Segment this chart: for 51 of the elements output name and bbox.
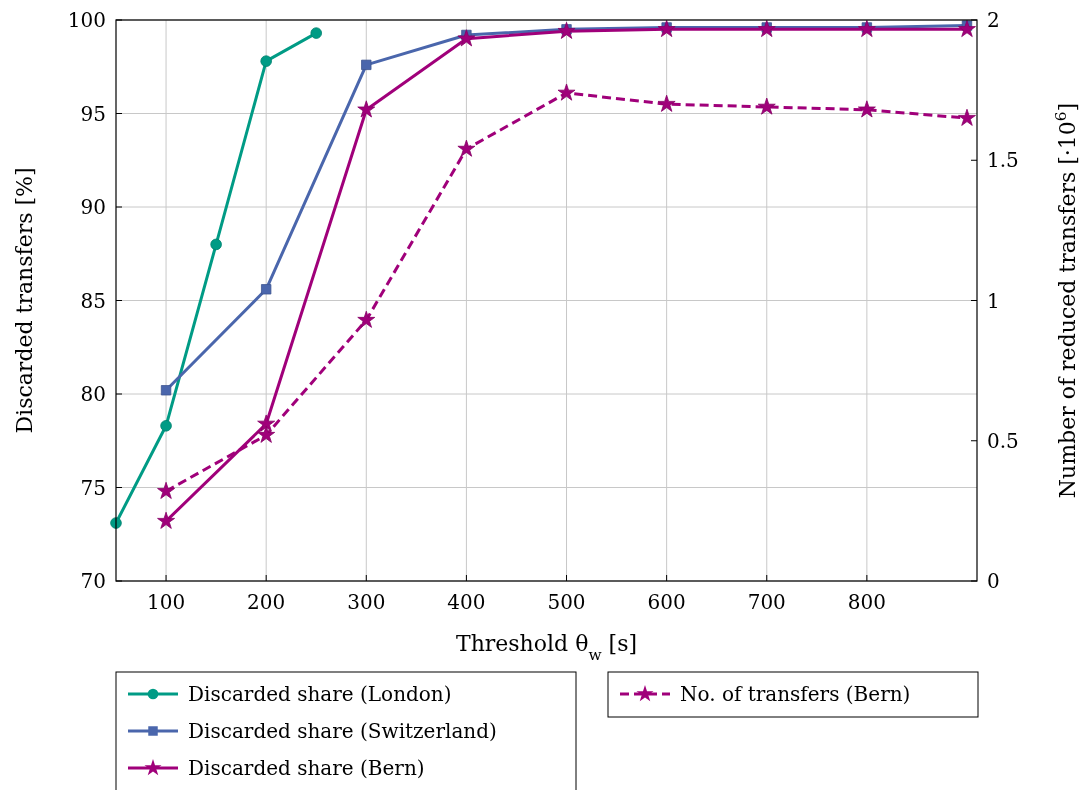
point: [557, 83, 576, 101]
point: [657, 20, 676, 37]
point: [457, 139, 476, 157]
point: [857, 100, 876, 118]
point: [958, 108, 976, 126]
y2-tick-label: 0.5: [987, 428, 1019, 453]
point: [210, 238, 222, 251]
x-tick-label: 500: [547, 590, 586, 614]
y-tick-label: 70: [80, 569, 106, 593]
legend-label: Discarded share (Switzerland): [188, 719, 497, 743]
x-axis-title: Threshold θ$_{w}$ [s]: [455, 631, 638, 664]
point: [357, 100, 376, 118]
x-tick-label: 300: [347, 590, 386, 614]
point: [361, 59, 372, 71]
point: [160, 385, 172, 396]
y2-tick-label: 2: [987, 8, 1000, 32]
y2-tick-label: 0: [987, 569, 1000, 593]
point: [958, 20, 976, 37]
x-tick-label: 600: [647, 590, 686, 614]
x-tick-label: 100: [146, 590, 186, 614]
y-tick-label: 80: [80, 382, 106, 406]
point: [157, 481, 175, 499]
y-tick-label: 75: [80, 475, 106, 500]
point: [757, 20, 776, 37]
point: [261, 284, 272, 295]
y2-tick-label: 1: [987, 288, 1000, 313]
legend-label: Discarded share (Bern): [188, 756, 425, 780]
x-tick-label: 800: [847, 590, 886, 614]
point: [557, 21, 576, 39]
legend-label: No. of transfers (Bern): [680, 682, 911, 706]
point: [357, 310, 376, 328]
point: [157, 511, 175, 529]
y-tick-label: 90: [80, 195, 106, 219]
y-axis-title: Discarded transfers [%]: [12, 167, 37, 434]
y-tick-label: 100: [67, 8, 106, 32]
y2-tick-label: 1.5: [987, 148, 1019, 173]
point: [260, 55, 272, 67]
point: [657, 94, 676, 112]
legend-label: Discarded share (London): [188, 682, 452, 706]
x-tick-label: 700: [747, 590, 786, 614]
y-tick-label: 85: [80, 288, 106, 313]
point: [160, 420, 172, 432]
point: [457, 29, 476, 47]
point: [257, 425, 276, 443]
x-tick-label: 400: [447, 590, 486, 614]
point: [257, 414, 276, 432]
y-tick-label: 95: [80, 101, 106, 126]
point: [757, 97, 776, 115]
point: [857, 20, 876, 37]
x-tick-label: 200: [247, 590, 286, 614]
point: [310, 27, 322, 39]
